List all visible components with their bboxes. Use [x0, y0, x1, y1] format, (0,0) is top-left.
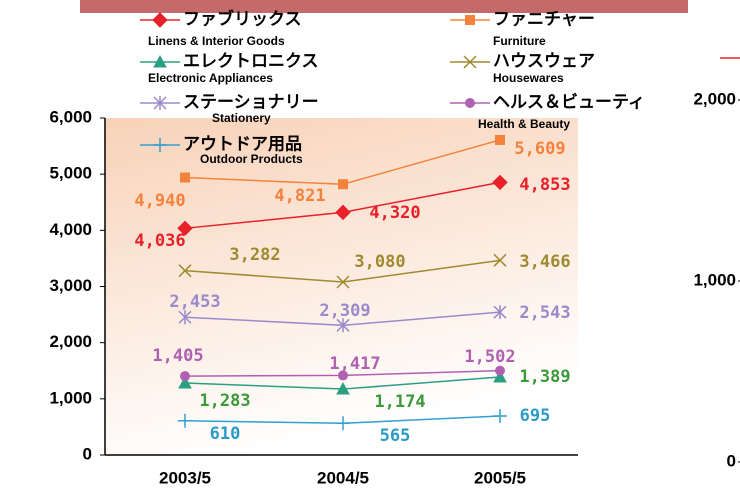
- data-label: 5,609: [514, 139, 565, 159]
- marker: [153, 54, 167, 68]
- legend-label-en: Electronic Appliances: [148, 71, 273, 85]
- marker: [336, 382, 350, 395]
- marker: [335, 204, 351, 221]
- y-tick-label: 1,000: [693, 270, 736, 289]
- legend-label: ハウスウェア: [493, 51, 595, 70]
- data-label: 1,389: [519, 367, 570, 387]
- marker: [338, 179, 348, 190]
- legend-label-en: Housewares: [493, 71, 564, 85]
- legend-label-en: Stationery: [212, 111, 271, 125]
- data-label: 4,853: [519, 175, 570, 195]
- marker: [463, 55, 477, 69]
- plot-area: [105, 118, 578, 455]
- marker: [465, 15, 475, 25]
- y-tick-label: 0: [83, 444, 92, 463]
- y-tick-label: 2,000: [693, 89, 736, 108]
- data-label: 3,466: [519, 252, 570, 272]
- data-label: 1,502: [464, 347, 515, 367]
- legend-label-en: Outdoor Products: [200, 152, 303, 166]
- y-tick-label: 1,000: [49, 388, 92, 407]
- data-label: 1,283: [199, 391, 250, 411]
- data-label: 695: [520, 406, 551, 426]
- y-tick-label: 6,000: [49, 107, 92, 126]
- marker: [338, 370, 348, 381]
- title-bar: [80, 0, 688, 13]
- marker: [336, 318, 350, 333]
- legend-label: ヘルス＆ビューティ: [493, 92, 645, 111]
- marker: [178, 264, 192, 278]
- marker: [180, 371, 190, 382]
- marker: [152, 12, 168, 28]
- data-label: 1,174: [374, 392, 425, 412]
- legend-label: エレクトロニクス: [183, 51, 319, 70]
- marker: [493, 369, 507, 383]
- data-label: 3,282: [229, 245, 280, 265]
- data-label: 1,417: [329, 354, 380, 374]
- data-label: 2,543: [519, 303, 570, 323]
- marker: [178, 310, 192, 325]
- data-label: 2,453: [169, 292, 220, 312]
- data-label: 2,309: [319, 301, 370, 321]
- marker: [493, 253, 507, 267]
- marker: [178, 375, 192, 389]
- marker: [180, 172, 190, 183]
- marker: [495, 365, 505, 376]
- data-label: 4,320: [369, 203, 420, 223]
- marker: [336, 275, 350, 289]
- data-label: 1,405: [152, 346, 203, 366]
- marker: [177, 220, 193, 237]
- legend-label: アウトドア用品: [183, 134, 302, 153]
- data-label: 4,036: [134, 231, 185, 251]
- y-tick-label: 3,000: [49, 276, 92, 295]
- legend-label-en: Furniture: [493, 34, 546, 48]
- legend-label: ファニチャー: [493, 9, 595, 28]
- data-label: 4,940: [134, 191, 185, 211]
- data-label: 565: [380, 426, 411, 446]
- x-tick-label: 2004/5: [317, 468, 369, 487]
- y-tick-label: 2,000: [49, 332, 92, 351]
- legend-label: ステーショナリー: [183, 92, 319, 111]
- marker: [336, 416, 350, 431]
- x-tick-label: 2005/5: [474, 468, 526, 487]
- data-label: 4,821: [274, 186, 325, 206]
- marker: [178, 413, 192, 428]
- marker: [493, 408, 507, 423]
- y-tick-label: 5,000: [49, 164, 92, 183]
- marker: [153, 96, 167, 110]
- legend-label-en: Health & Beauty: [478, 117, 570, 131]
- data-label: 610: [210, 424, 241, 444]
- marker: [153, 138, 167, 152]
- marker: [492, 174, 508, 191]
- marker: [465, 98, 475, 108]
- marker: [493, 305, 507, 320]
- data-label: 3,080: [354, 252, 405, 272]
- y-tick-label: 0: [727, 451, 736, 470]
- x-tick-label: 2003/5: [159, 468, 211, 487]
- marker: [495, 134, 505, 145]
- legend-label: ファブリックス: [183, 8, 302, 28]
- legend-label-en: Linens & Interior Goods: [148, 34, 285, 48]
- y-tick-label: 4,000: [49, 220, 92, 239]
